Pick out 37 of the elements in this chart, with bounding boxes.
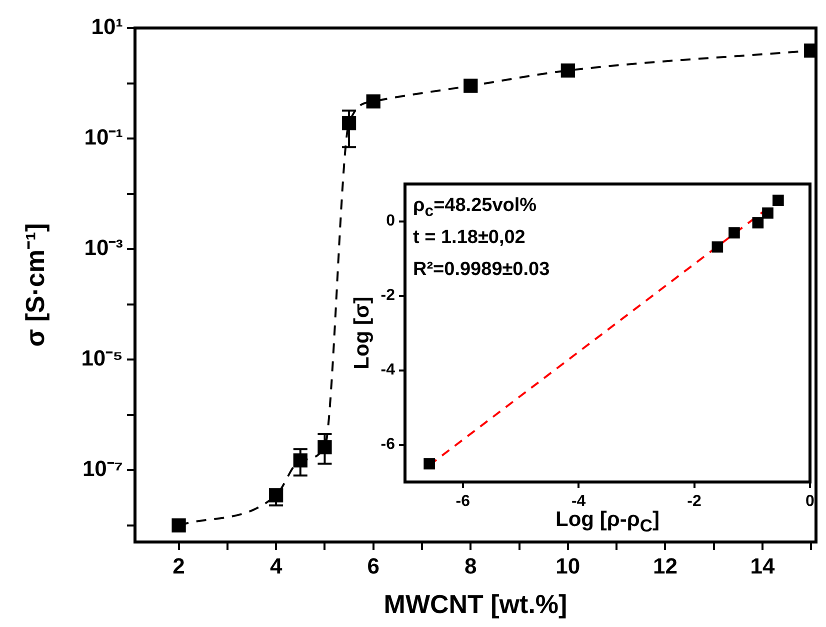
y-tick-label: 10¹	[91, 14, 123, 40]
point	[172, 518, 186, 532]
y-tick-label: -2	[380, 287, 396, 304]
point	[752, 217, 764, 228]
point	[464, 78, 478, 93]
point	[728, 227, 740, 238]
x-tick-label: 4	[270, 553, 283, 578]
point	[772, 194, 784, 206]
y-tick-label: 10⁻⁷	[82, 456, 123, 482]
x-tick-label: -2	[687, 493, 702, 510]
y-tick-label: 0	[386, 212, 396, 230]
y-tick-label: -4	[380, 362, 396, 379]
point	[366, 94, 380, 108]
x-tick-label: 6	[367, 553, 380, 578]
point	[560, 63, 575, 78]
x-axis-title: Log [ρ-ρ$_{C}$]	[556, 508, 660, 536]
x-tick-label: 10	[556, 553, 580, 578]
x-tick-label: 12	[652, 553, 678, 578]
y-axis-title: Log [σ]	[350, 296, 374, 370]
x-tick-label: -4	[571, 493, 586, 510]
x-tick-label: 14	[750, 553, 776, 578]
y-tick-label: -6	[380, 436, 396, 454]
y-tick-label: 10⁻¹	[84, 124, 123, 150]
annotation: t = 1.18±0,02	[413, 227, 526, 248]
x-tick-label: 0	[806, 493, 815, 510]
y-tick-label: 10⁻⁵	[81, 346, 123, 371]
y-tick-label: 10⁻³	[84, 235, 123, 260]
point	[762, 207, 774, 219]
x-tick-label: 8	[464, 553, 477, 578]
x-axis-title: MWCNT [wt.%]	[384, 589, 568, 619]
point	[424, 458, 435, 470]
y-axis-title: σ [S·cm⁻¹]	[20, 223, 50, 347]
annotation: R²=0.9989±0.03	[413, 259, 550, 280]
annotation: ρ$_{c}$=48.25vol%	[413, 195, 537, 220]
point	[712, 241, 724, 253]
x-tick-label: 2	[172, 553, 185, 578]
x-tick-label: -6	[456, 493, 470, 510]
